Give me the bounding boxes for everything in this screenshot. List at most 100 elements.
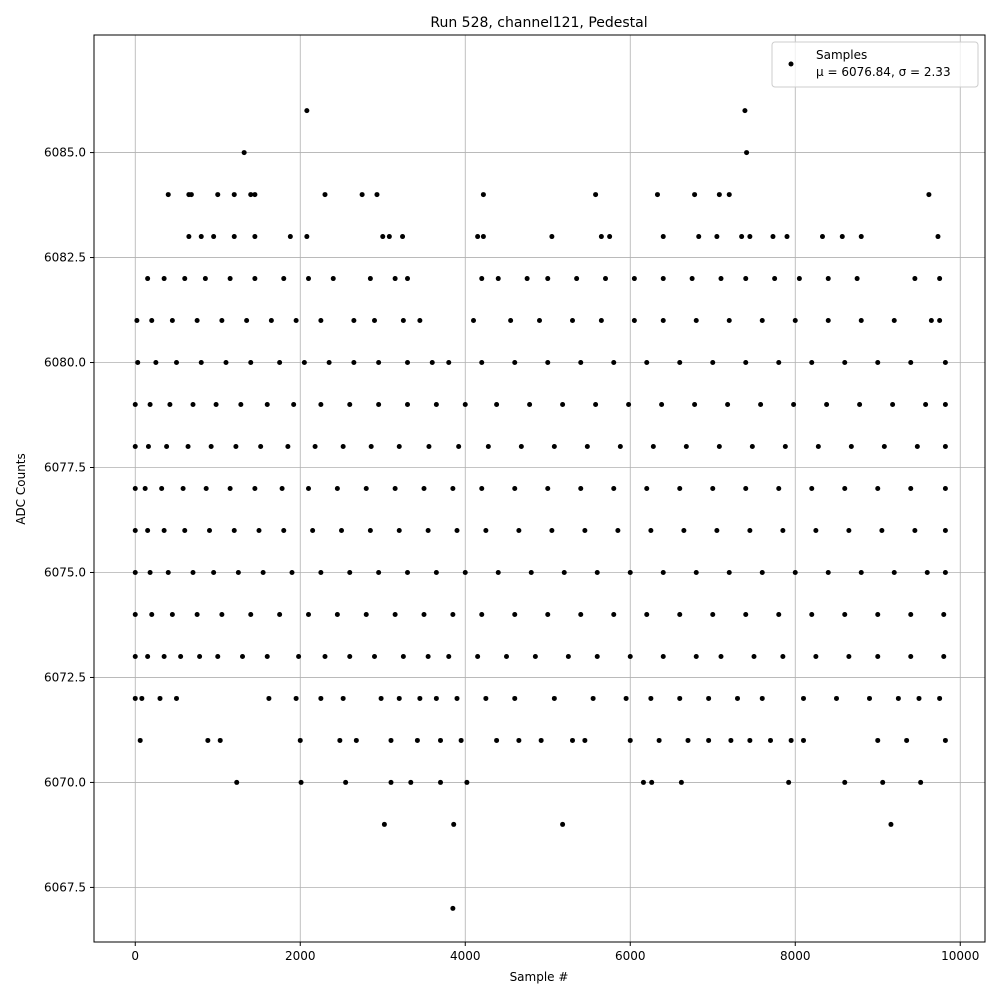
data-point — [438, 779, 443, 785]
data-point — [681, 527, 687, 533]
y-tick-label: 6075.0 — [44, 565, 86, 579]
y-tick-label: 6070.0 — [44, 775, 86, 789]
data-point — [574, 276, 580, 282]
data-point — [340, 444, 346, 450]
data-point — [912, 276, 918, 282]
data-point — [291, 402, 297, 408]
data-point — [615, 527, 621, 533]
data-point — [322, 192, 328, 198]
data-point — [495, 276, 501, 282]
y-tick-label: 6077.5 — [44, 461, 86, 475]
data-point — [611, 486, 617, 491]
data-point — [347, 653, 353, 659]
data-point — [648, 527, 654, 533]
data-point — [372, 653, 377, 659]
data-point — [301, 360, 307, 366]
data-point — [512, 360, 518, 366]
data-point — [565, 653, 571, 659]
chart-title: Run 528, channel121, Pedestal — [430, 15, 647, 31]
x-tick-label: 8000 — [780, 949, 811, 963]
data-point — [561, 569, 567, 575]
data-point — [174, 695, 179, 701]
data-point — [846, 653, 852, 659]
data-point — [252, 234, 258, 240]
data-point — [132, 402, 138, 408]
data-point — [770, 234, 776, 240]
data-point — [834, 695, 839, 701]
data-point — [706, 737, 712, 743]
data-point — [560, 402, 566, 408]
data-point — [153, 360, 159, 366]
data-point — [174, 360, 179, 366]
data-point — [512, 486, 518, 491]
data-point — [692, 402, 698, 408]
data-point — [890, 402, 896, 408]
data-point — [518, 444, 524, 450]
data-point — [234, 779, 240, 785]
data-point — [451, 821, 457, 827]
data-point — [281, 527, 287, 533]
data-point — [726, 569, 732, 575]
data-point — [132, 486, 138, 491]
data-point — [891, 569, 897, 575]
data-point — [306, 611, 311, 617]
data-point — [914, 444, 920, 450]
data-point — [252, 276, 258, 282]
data-point — [378, 695, 384, 701]
data-point — [725, 402, 731, 408]
data-point — [928, 318, 934, 324]
data-point — [908, 611, 914, 617]
data-point — [374, 192, 380, 198]
data-point — [318, 402, 324, 408]
data-point — [326, 360, 332, 366]
data-point — [376, 569, 382, 575]
data-point — [528, 569, 534, 575]
data-point — [392, 611, 398, 617]
data-point — [252, 486, 258, 491]
data-point — [244, 318, 250, 324]
data-point — [347, 402, 353, 408]
data-point — [875, 486, 881, 491]
data-point — [260, 569, 266, 575]
data-point — [792, 569, 798, 575]
data-point — [479, 486, 485, 491]
data-point — [198, 234, 204, 240]
data-point — [895, 695, 901, 701]
data-point — [164, 444, 170, 450]
data-point — [693, 318, 699, 324]
data-point — [438, 737, 443, 743]
data-point — [594, 569, 600, 575]
data-point — [137, 737, 143, 743]
data-point — [330, 276, 336, 282]
data-point — [388, 737, 394, 743]
data-point — [347, 569, 353, 575]
data-point — [165, 192, 171, 198]
data-point — [912, 527, 918, 533]
data-point — [318, 318, 324, 324]
data-point — [485, 444, 491, 450]
data-point — [758, 402, 764, 408]
data-point — [238, 402, 244, 408]
data-point — [825, 276, 831, 282]
data-point — [217, 737, 223, 743]
x-axis-label: Sample # — [510, 970, 569, 984]
data-point — [134, 318, 140, 324]
data-point — [693, 569, 699, 575]
data-point — [689, 276, 695, 282]
data-point — [223, 360, 229, 366]
data-point — [549, 234, 555, 240]
data-point — [846, 527, 852, 533]
data-point — [941, 653, 947, 659]
data-point — [780, 527, 786, 533]
data-point — [924, 569, 930, 575]
data-point — [858, 569, 864, 575]
data-point — [813, 527, 819, 533]
data-point — [545, 360, 551, 366]
data-point — [367, 527, 373, 533]
data-point — [219, 318, 225, 324]
data-point — [549, 527, 555, 533]
data-point — [735, 695, 740, 701]
data-point — [623, 695, 629, 701]
data-point — [524, 276, 530, 282]
